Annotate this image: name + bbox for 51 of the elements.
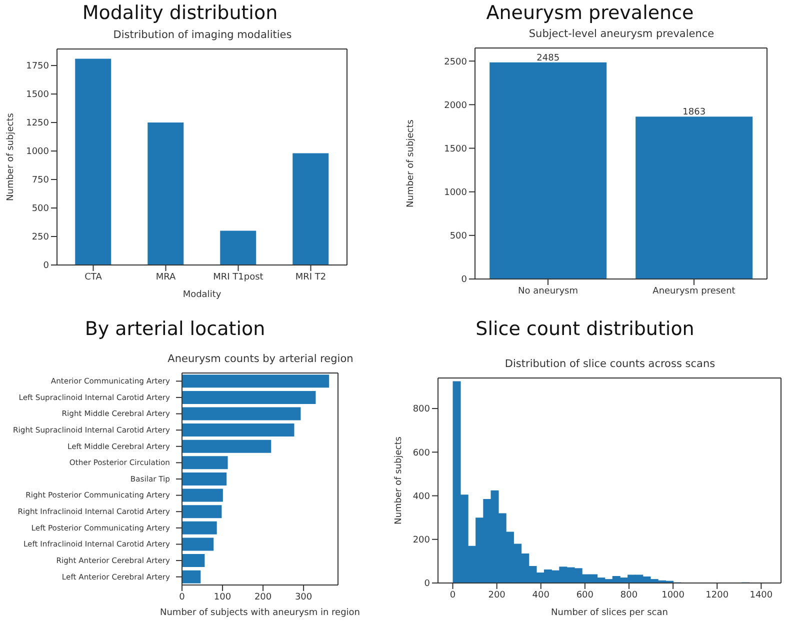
y-tick-label: 0 <box>424 579 430 590</box>
x-tick-label: MRI T2 <box>295 272 326 282</box>
chart-title: Aneurysm prevalence <box>485 2 695 24</box>
y-tick-label: 1000 <box>444 188 468 198</box>
x-tick-label: 1000 <box>662 590 685 600</box>
y-tick-label: 600 <box>412 448 430 458</box>
x-axis-title: Number of subjects with aneurysm in region <box>160 608 360 618</box>
y-tick-label: 200 <box>412 536 430 546</box>
y-tick-label: 1500 <box>444 144 468 154</box>
x-tick-label: 200 <box>254 592 272 602</box>
y-axis-title: Number of subjects <box>406 119 416 208</box>
chart-subtitle: Aneurysm counts by arterial region <box>166 353 354 365</box>
y-tick-label: 2000 <box>444 100 468 111</box>
x-tick-label: MRI T1post <box>213 272 264 282</box>
x-tick-label: CTA <box>84 272 103 282</box>
x-axis-title: Number of slices per scan <box>551 608 668 618</box>
chart-title: By arterial location <box>84 318 266 340</box>
x-tick-label: 0 <box>179 592 186 602</box>
x-tick-label: No aneurysm <box>518 286 578 296</box>
y-tick-label: 1000 <box>26 147 50 158</box>
x-tick-label: 100 <box>214 592 232 602</box>
x-tick-label: 1200 <box>706 590 729 600</box>
x-tick-label: MRA <box>156 272 176 282</box>
x-tick-label: 600 <box>576 590 594 600</box>
x-tick-label: 1400 <box>750 590 773 600</box>
y-tick-label: 1250 <box>26 118 50 129</box>
x-axis-title: Modality <box>182 290 222 300</box>
x-tick-label: Aneurysm present <box>652 286 736 296</box>
y-tick-label: 1750 <box>26 62 50 72</box>
data-label: 1863 <box>682 108 706 118</box>
chart-title: Slice count distribution <box>474 318 696 340</box>
x-tick-label: 300 <box>294 592 312 602</box>
x-tick-label: 200 <box>488 590 506 600</box>
chart-title: Modality distribution <box>81 2 279 24</box>
chart-subtitle: Distribution of imaging modalities <box>112 29 293 41</box>
x-tick-label: 400 <box>532 590 550 600</box>
y-tick-label: 750 <box>32 176 50 186</box>
y-tick-label: 0 <box>43 261 50 272</box>
x-tick-label: 800 <box>620 590 638 600</box>
chart-subtitle: Distribution of slice counts across scans <box>504 358 716 370</box>
y-tick-label: 500 <box>450 232 468 242</box>
y-tick-label: 400 <box>412 492 430 502</box>
chart-subtitle: Subject-level aneurysm prevalence <box>528 28 716 40</box>
y-axis-title: Number of subjects <box>6 112 16 201</box>
y-axis-title: Number of subjects <box>394 436 404 524</box>
y-tick-label: 500 <box>32 204 50 214</box>
data-label: 2485 <box>536 53 560 64</box>
y-tick-label: 2500 <box>444 57 468 68</box>
y-tick-label: 800 <box>412 404 430 415</box>
y-tick-label: 1500 <box>26 90 50 100</box>
y-tick-label: 250 <box>32 232 50 243</box>
